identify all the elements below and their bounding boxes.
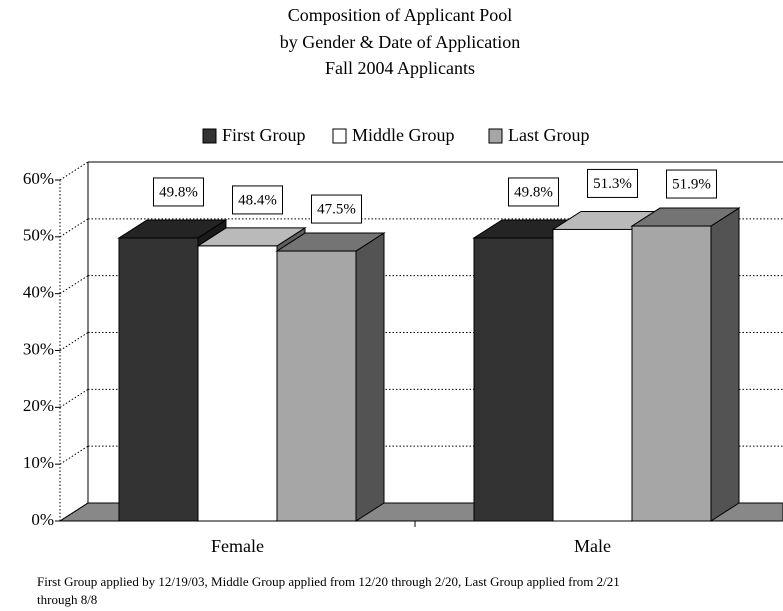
wall-connector (59, 275, 89, 295)
value-label: 51.3% (593, 176, 632, 192)
legend-swatch (202, 128, 217, 144)
y-tick-label: 10% (23, 453, 54, 472)
bar (276, 250, 357, 522)
y-tick-label: 50% (23, 226, 54, 245)
legend-swatch (332, 128, 347, 144)
bar (631, 225, 712, 522)
footnote: through 8/8 (37, 592, 97, 607)
value-label-box (666, 169, 717, 199)
x-tick-label: Female (211, 536, 264, 556)
chart-title: Fall 2004 Applicants (325, 58, 475, 78)
wall-connector (59, 388, 89, 408)
y-tick-label: 60% (23, 169, 54, 188)
legend-swatch (488, 128, 503, 144)
wall-connector (59, 445, 89, 465)
value-label-box (587, 168, 638, 198)
y-tick-label: 20% (23, 396, 54, 415)
x-tick-label: Male (574, 536, 611, 556)
wall-connector (59, 218, 89, 238)
bar (118, 237, 199, 522)
y-tick-label: 0% (31, 510, 54, 529)
value-label: 49.8% (159, 184, 198, 200)
y-tick-label: 30% (23, 339, 54, 358)
bar (197, 245, 278, 522)
bar (552, 228, 633, 522)
footnote: First Group applied by 12/19/03, Middle … (37, 574, 620, 589)
value-label: 49.8% (514, 184, 553, 200)
bar (473, 237, 554, 522)
y-tick-label: 40% (23, 283, 54, 302)
value-label: 51.9% (672, 176, 711, 192)
bar-side (355, 232, 385, 522)
bar-side (710, 207, 740, 522)
chart-title: by Gender & Date of Application (280, 32, 520, 52)
value-label-box (508, 177, 559, 207)
value-label: 47.5% (317, 201, 356, 217)
wall-connector (59, 332, 89, 351)
value-label: 48.4% (238, 192, 277, 208)
chart-title: Composition of Applicant Pool (288, 5, 513, 25)
value-label-box (311, 194, 362, 224)
legend-label: Middle Group (352, 125, 455, 145)
legend-label: First Group (222, 125, 306, 145)
wall-connector (59, 161, 89, 181)
legend-label: Last Group (508, 125, 589, 145)
value-label-box (153, 177, 204, 207)
value-label-box (232, 185, 283, 215)
